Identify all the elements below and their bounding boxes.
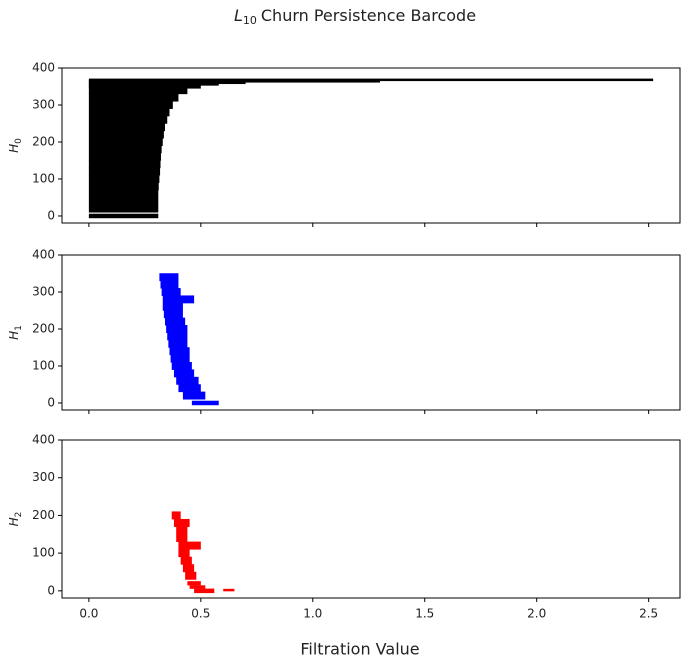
bar xyxy=(160,280,179,289)
y-tick-label: 0 xyxy=(47,583,55,597)
bar xyxy=(88,78,654,82)
title-symbol: L xyxy=(234,6,243,25)
bar xyxy=(88,145,162,154)
x-tick-label: 2.0 xyxy=(527,607,546,621)
y-tick-label: 400 xyxy=(32,248,55,262)
y-label-symbol: H xyxy=(7,517,21,526)
x-axis-label: Filtration Value xyxy=(300,640,419,659)
bar xyxy=(88,160,161,169)
bar xyxy=(161,288,181,296)
bar xyxy=(88,81,246,85)
bar xyxy=(185,571,197,580)
y-label-subscript: 2 xyxy=(14,512,24,518)
bar xyxy=(88,182,159,191)
y-label-symbol: H xyxy=(7,144,21,153)
bar xyxy=(88,115,168,124)
bar xyxy=(162,302,183,311)
bar xyxy=(88,108,170,117)
bar xyxy=(88,82,219,86)
bar xyxy=(176,534,188,543)
bar xyxy=(223,588,235,592)
bar xyxy=(162,295,195,304)
chart-title: L10 Churn Persistence Barcode xyxy=(234,6,476,28)
plot-frame xyxy=(61,254,681,411)
bar xyxy=(165,317,186,326)
bar xyxy=(88,213,159,219)
bar xyxy=(194,588,215,594)
title-subscript: 10 xyxy=(243,14,257,27)
y-tick-label: 0 xyxy=(47,395,55,409)
bar xyxy=(178,549,190,558)
bar xyxy=(187,581,201,586)
y-tick-label: 200 xyxy=(32,508,55,522)
bar xyxy=(88,197,159,206)
y-axis-label: H0 xyxy=(7,138,24,153)
bar xyxy=(88,80,380,83)
bar xyxy=(88,86,188,95)
bar xyxy=(88,189,159,198)
bar xyxy=(159,273,179,282)
bar xyxy=(178,384,201,393)
y-tick-label: 300 xyxy=(32,97,55,111)
bar xyxy=(170,354,190,363)
y-tick-label: 100 xyxy=(32,358,55,372)
x-tick-label: 2.5 xyxy=(639,607,658,621)
y-tick-label: 300 xyxy=(32,470,55,484)
bar xyxy=(163,310,183,319)
y-tick-label: 200 xyxy=(32,321,55,335)
title-text: Churn Persistence Barcode xyxy=(261,6,476,25)
bar xyxy=(189,585,206,589)
bar xyxy=(168,339,188,348)
bar xyxy=(88,130,164,139)
bar xyxy=(88,93,179,102)
y-label-symbol: H xyxy=(7,331,21,340)
y-axis-label: H2 xyxy=(7,512,24,527)
bar xyxy=(182,391,206,400)
bar xyxy=(176,376,199,385)
y-label-subscript: 1 xyxy=(14,325,24,331)
bar xyxy=(171,511,181,520)
y-tick-label: 400 xyxy=(32,433,55,447)
bar xyxy=(178,541,201,550)
bar xyxy=(173,369,195,378)
y-tick-label: 0 xyxy=(47,208,55,222)
bar xyxy=(182,564,195,573)
x-tick-label: 1.0 xyxy=(303,607,322,621)
bar xyxy=(88,138,163,146)
bar xyxy=(88,204,159,213)
panel: 0 100 200 300 400 H1 xyxy=(7,248,681,414)
panel: 0 100 200 300 400 0.0 0.5 1.0 1.5 2.0 2.5 H2 xyxy=(7,433,681,621)
bar xyxy=(88,167,161,176)
bar xyxy=(88,123,165,132)
y-axis-label: H1 xyxy=(7,325,24,340)
bar xyxy=(176,526,188,535)
bar xyxy=(88,101,173,109)
plot-frame xyxy=(61,67,681,224)
y-tick-label: 300 xyxy=(32,284,55,298)
y-label-subscript: 0 xyxy=(14,138,24,144)
y-tick-label: 100 xyxy=(32,546,55,560)
bar xyxy=(166,325,188,333)
bar xyxy=(169,347,190,356)
x-tick-label: 0.0 xyxy=(79,607,98,621)
bar xyxy=(171,362,192,370)
y-tick-label: 400 xyxy=(32,61,55,75)
plot-frame xyxy=(61,439,681,599)
bar xyxy=(167,332,188,341)
bar xyxy=(88,84,201,89)
bar xyxy=(173,518,190,527)
y-tick-label: 200 xyxy=(32,134,55,148)
bar xyxy=(88,175,160,183)
bar xyxy=(88,152,161,161)
x-tick-label: 1.5 xyxy=(415,607,434,621)
bar xyxy=(180,556,192,565)
y-tick-label: 100 xyxy=(32,171,55,185)
x-tick-label: 0.5 xyxy=(191,607,210,621)
bar xyxy=(191,400,219,406)
